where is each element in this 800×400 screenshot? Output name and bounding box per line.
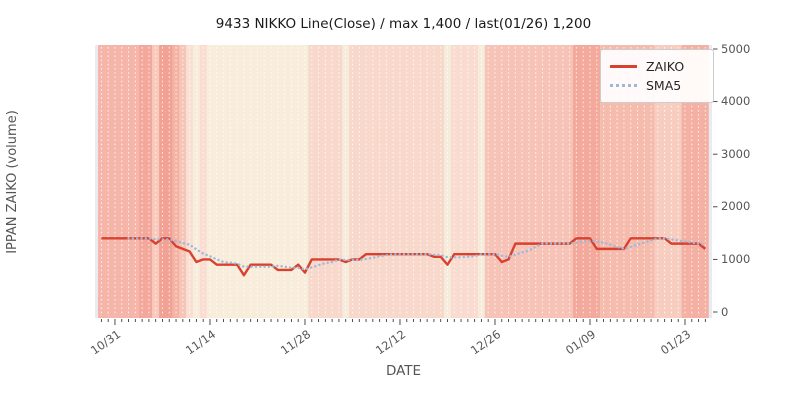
- chart-title: 9433 NIKKO Line(Close) / max 1,400 / las…: [215, 16, 592, 32]
- y-axis-label: IPPAN ZAIKO (volume): [5, 110, 20, 254]
- legend-label-zaiko: ZAIKO: [646, 59, 685, 74]
- heatmap-band: [159, 45, 173, 318]
- y-tick-label: 2000: [721, 199, 751, 214]
- heatmap-band: [138, 45, 153, 318]
- zaiko-line-swatch-icon: [610, 65, 637, 68]
- y-tick-label: 5000: [721, 41, 751, 56]
- y-tick-label: 4000: [721, 94, 751, 109]
- y-tick-label: 1000: [721, 251, 751, 266]
- legend: ZAIKO SMA5: [600, 49, 714, 103]
- legend-label-sma5: SMA5: [646, 78, 682, 93]
- heatmap-band: [98, 45, 139, 318]
- heatmap-band: [349, 45, 445, 318]
- legend-item-zaiko: ZAIKO: [610, 57, 704, 76]
- x-axis-label: DATE: [385, 363, 422, 379]
- x-tick-marks: [100, 319, 706, 325]
- y-tick-marks: [713, 48, 718, 313]
- sma5-line: [127, 237, 707, 271]
- day-gridlines: [100, 47, 706, 316]
- y-tick-label: 3000: [721, 146, 751, 161]
- heatmap-band: [450, 45, 479, 318]
- heatmap-band: [573, 45, 601, 318]
- y-tick-label: 0: [721, 304, 729, 319]
- legend-item-sma5: SMA5: [610, 76, 704, 95]
- sma5-line-swatch-icon: [610, 84, 637, 87]
